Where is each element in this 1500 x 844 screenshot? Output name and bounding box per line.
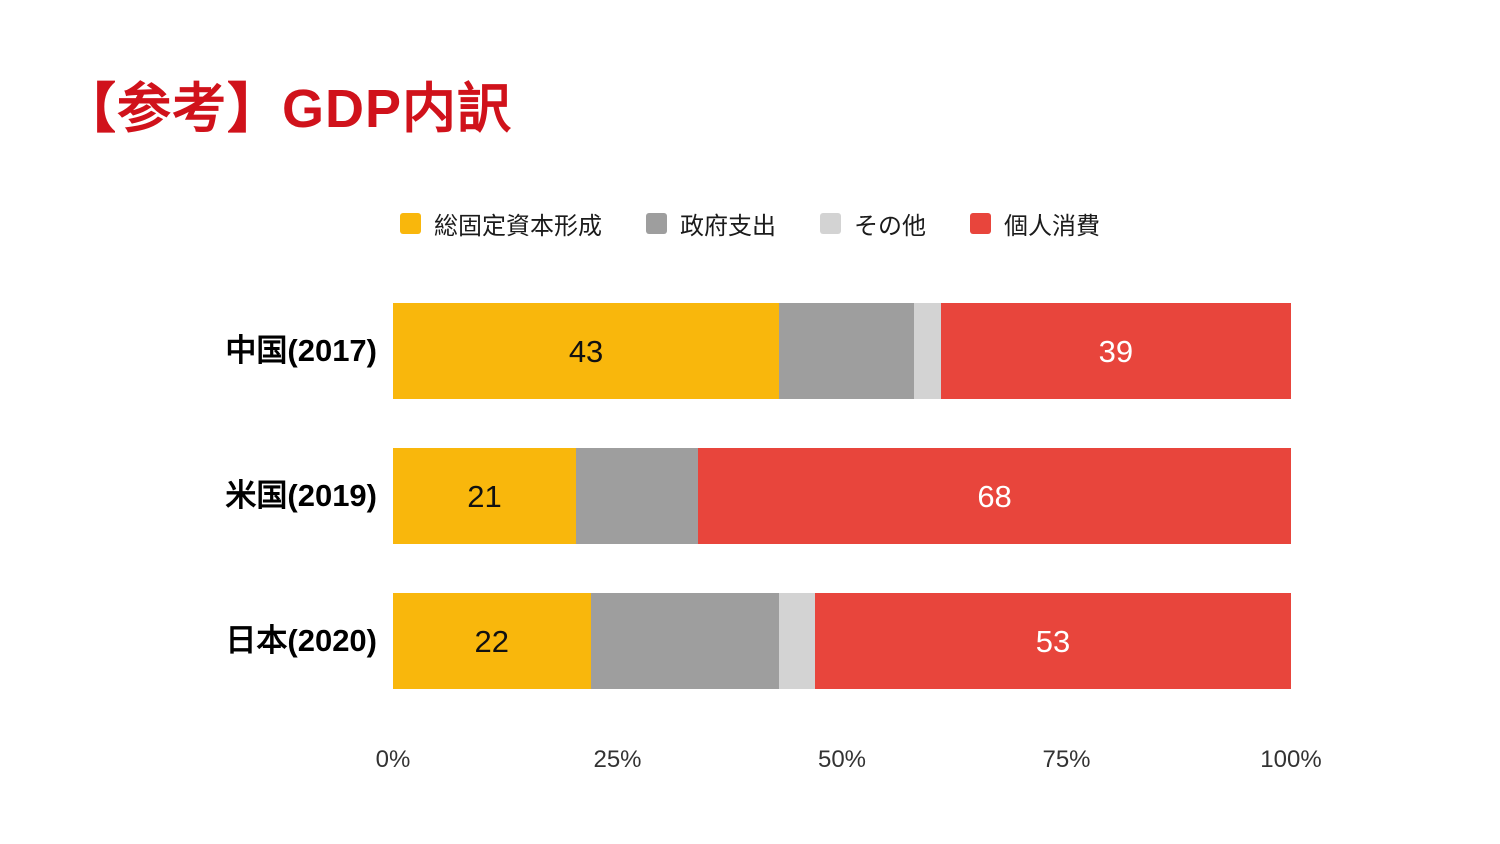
bar-segment: 22 xyxy=(393,593,591,689)
legend-label: 個人消費 xyxy=(1004,213,1100,240)
bar-segment: 39 xyxy=(940,303,1291,399)
category-label: 日本(2020) xyxy=(225,623,377,658)
chart-legend: 総固定資本形成 政府支出 その他 個人消費 xyxy=(0,206,1500,241)
legend-label: 総固定資本形成 xyxy=(434,213,602,240)
bar-segment xyxy=(913,303,941,399)
legend-item: 政府支出 xyxy=(646,206,776,241)
bar-value-label: 53 xyxy=(1035,623,1071,659)
bar-value-label: 43 xyxy=(568,333,604,369)
legend-swatch xyxy=(970,213,991,234)
bar-segment xyxy=(779,593,816,689)
bar-segment xyxy=(779,303,914,399)
legend-label: その他 xyxy=(854,213,926,240)
axis-tick-label: 25% xyxy=(593,746,642,773)
page-title: 【参考】GDP内訳 xyxy=(62,79,513,139)
stacked-bar-chart: 43 39 21 68 22 53 xyxy=(393,303,1291,785)
bar-row: 21 68 xyxy=(393,448,1291,544)
legend-item: 総固定資本形成 xyxy=(400,206,602,241)
category-label: 米国(2019) xyxy=(225,478,377,513)
legend-swatch xyxy=(646,213,667,234)
bar-segment xyxy=(576,448,699,544)
axis-tick-label: 100% xyxy=(1260,746,1322,773)
legend-swatch xyxy=(820,213,841,234)
category-label: 中国(2017) xyxy=(225,333,377,368)
bar-segment: 53 xyxy=(815,593,1291,689)
bar-row: 22 53 xyxy=(393,593,1291,689)
bar-row: 43 39 xyxy=(393,303,1291,399)
legend-label: 政府支出 xyxy=(680,213,776,240)
legend-item: その他 xyxy=(820,206,926,241)
bar-segment: 43 xyxy=(393,303,780,399)
legend-item: 個人消費 xyxy=(970,206,1100,241)
legend-swatch xyxy=(400,213,421,234)
bar-segment: 68 xyxy=(698,448,1291,544)
bar-value-label: 21 xyxy=(467,478,502,514)
bar-value-label: 68 xyxy=(977,478,1012,514)
axis-tick-label: 50% xyxy=(817,746,867,773)
axis-tick-label: 0% xyxy=(375,746,411,773)
bar-segment: 21 xyxy=(393,448,577,544)
bar-segment xyxy=(590,593,780,689)
axis-tick-label: 75% xyxy=(1042,746,1091,773)
bar-value-label: 22 xyxy=(474,623,510,659)
bar-value-label: 39 xyxy=(1098,333,1134,369)
